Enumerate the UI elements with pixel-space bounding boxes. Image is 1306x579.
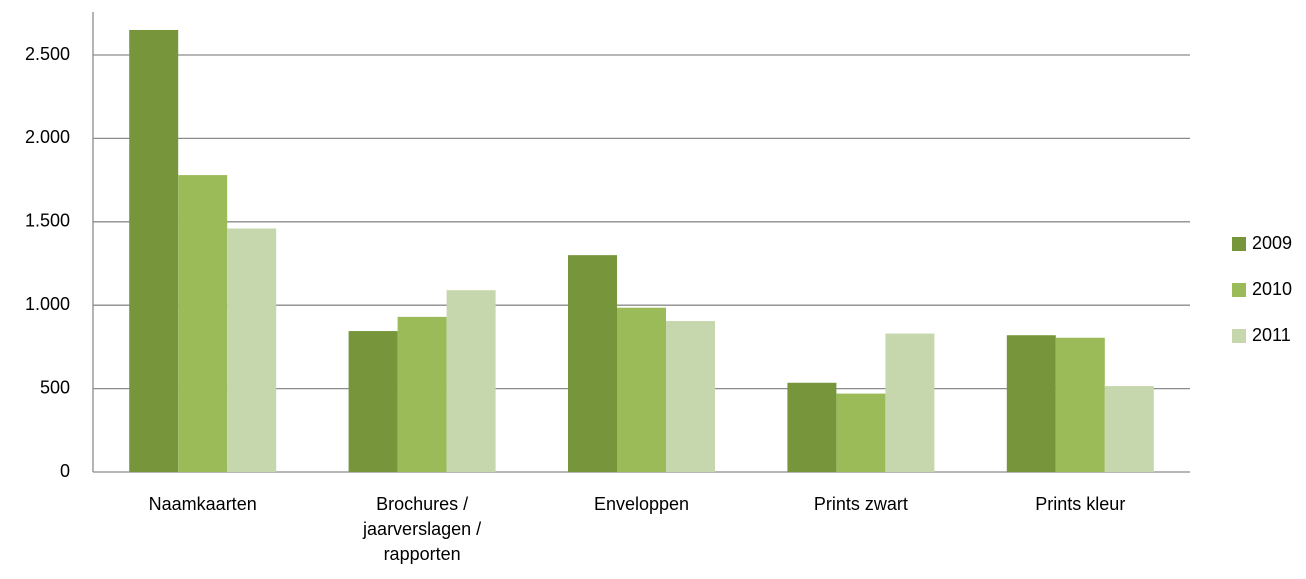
bar	[129, 29, 179, 472]
y-tick-label: 1.000	[25, 294, 70, 314]
x-tick-label: Prints kleur	[1035, 494, 1126, 514]
bar	[348, 331, 398, 472]
bar	[617, 307, 666, 472]
y-tick-label: 2.000	[25, 127, 70, 147]
bar	[787, 382, 837, 472]
legend-label: 2010	[1252, 279, 1292, 299]
bar	[885, 333, 935, 472]
bar	[227, 228, 277, 472]
x-tick-label: Brochures / jaarverslagen / rapporten	[363, 494, 482, 564]
bar	[1055, 337, 1105, 472]
bar	[446, 290, 496, 472]
x-tick-label: Enveloppen	[593, 494, 690, 514]
bar	[397, 316, 447, 472]
y-tick-label: 1.500	[25, 211, 70, 231]
bar	[178, 175, 228, 472]
y-tick-label: 2.500	[25, 44, 70, 64]
legend-swatch	[1232, 283, 1246, 297]
bar	[1104, 386, 1154, 472]
legend-label: 2009	[1252, 233, 1292, 253]
y-tick-label: 500	[40, 377, 70, 397]
bar	[836, 393, 886, 472]
bar	[1006, 335, 1056, 472]
bar	[568, 255, 617, 472]
x-tick-label: Prints zwart	[813, 494, 908, 514]
legend-swatch	[1232, 329, 1246, 343]
x-tick-label: Naamkaarten	[148, 494, 257, 514]
y-tick-label: 0	[60, 461, 70, 481]
legend-swatch	[1232, 237, 1246, 251]
legend-label: 2011	[1252, 325, 1291, 345]
bar	[666, 321, 715, 472]
